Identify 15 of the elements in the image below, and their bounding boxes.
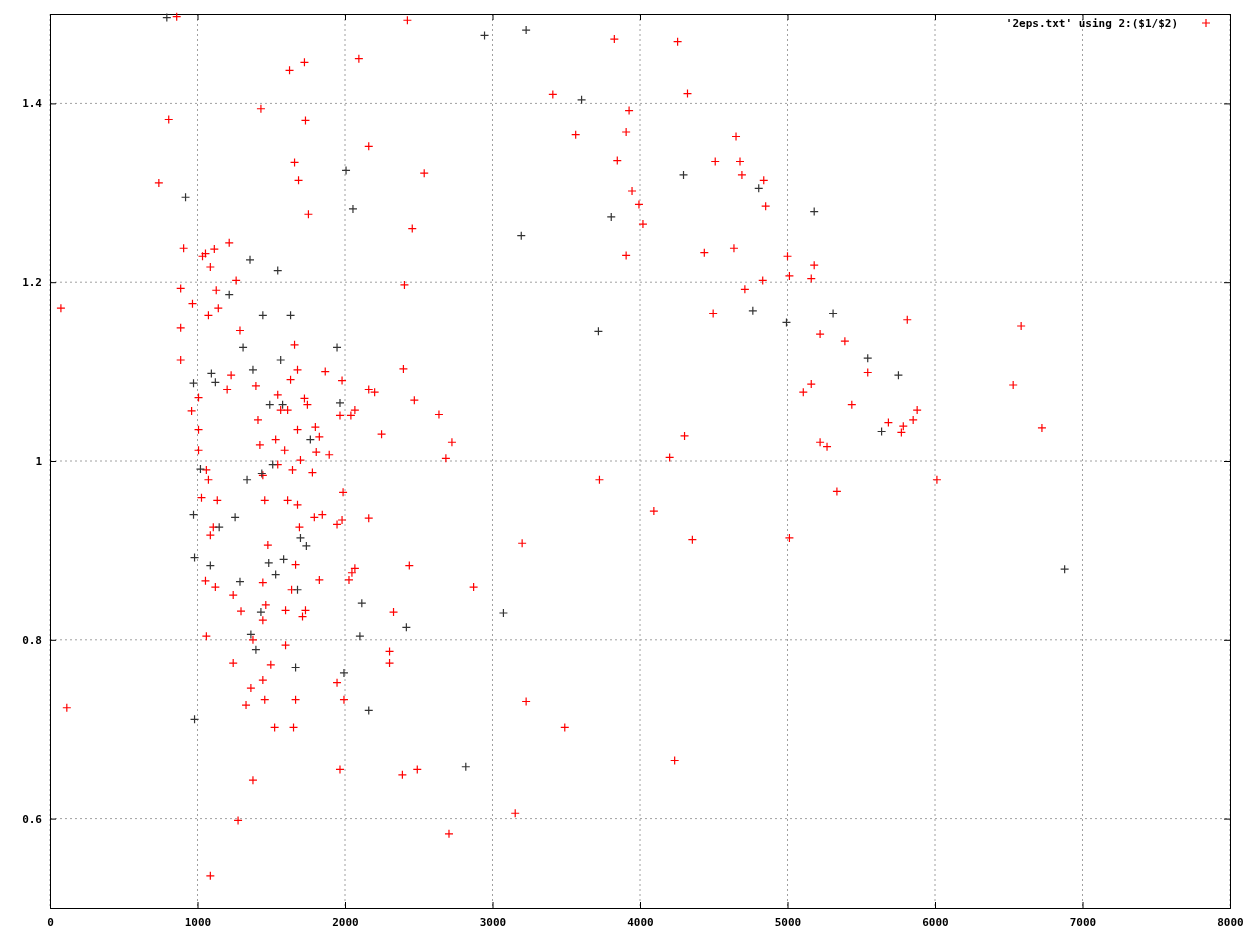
x-tick-label: 8000 — [1217, 915, 1244, 929]
x-tick-label: 4000 — [627, 915, 654, 929]
x-tick-label: 0 — [47, 915, 54, 929]
y-tick-label: 1 — [35, 455, 43, 469]
x-tick-label: 1000 — [184, 915, 212, 929]
y-tick-label: 1.2 — [22, 276, 42, 290]
x-tick-label: 5000 — [774, 915, 802, 929]
x-tick-label: 2000 — [332, 915, 359, 929]
x-tick-label: 3000 — [479, 915, 507, 929]
y-tick-label: 0.8 — [22, 633, 42, 647]
x-tick-label: 7000 — [1069, 915, 1097, 929]
legend-label: '2eps.txt' using 2:($1/$2) — [1005, 17, 1178, 30]
y-tick-label: 1.4 — [22, 97, 43, 111]
y-tick-label: 0.6 — [22, 812, 43, 826]
x-tick-label: 6000 — [922, 915, 949, 929]
